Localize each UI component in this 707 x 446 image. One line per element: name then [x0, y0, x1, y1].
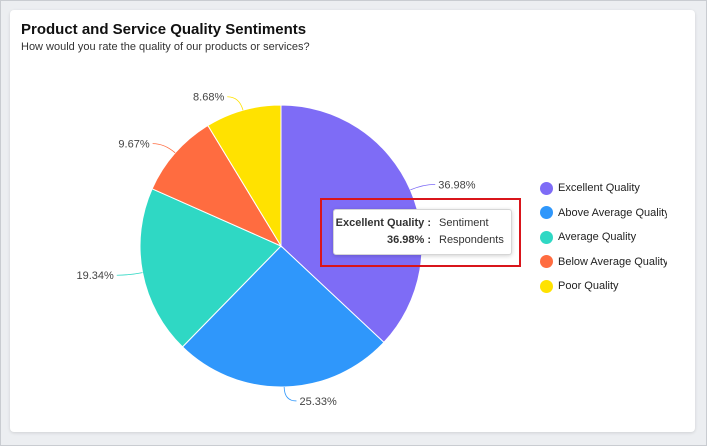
legend-item-poor-quality[interactable]: Poor Quality: [540, 274, 667, 299]
tooltip-row: 36.98% : Respondents: [334, 234, 511, 250]
legend-label: Excellent Quality: [558, 182, 640, 195]
data-label: 8.68%: [193, 92, 224, 104]
legend-marker: [540, 255, 553, 269]
legend-item-excellent-quality[interactable]: Excellent Quality: [540, 176, 667, 201]
tooltip-key: Excellent Quality :: [335, 217, 431, 229]
legend-item-below-average-quality[interactable]: Below Average Quality: [540, 250, 667, 275]
tooltip-value: Sentiment: [439, 217, 489, 229]
tooltip-row: Excellent Quality : Sentiment: [334, 217, 511, 233]
legend-item-average-quality[interactable]: Average Quality: [540, 225, 667, 250]
legend-label: Average Quality: [558, 231, 637, 244]
pie-slice[interactable]: [207, 104, 282, 248]
label-leader-line: [283, 386, 297, 402]
chart-title: Product and Service Quality Sentiments: [21, 21, 307, 38]
label-leader-line: [227, 96, 244, 111]
legend-marker: [540, 206, 553, 220]
label-leader-line: [152, 143, 176, 154]
legend-marker: [540, 279, 553, 293]
legend-marker: [540, 181, 553, 195]
chart-tooltip: Excellent Quality : Sentiment 36.98% : R…: [333, 209, 512, 255]
data-label: 25.33%: [299, 396, 337, 408]
data-label: 36.98%: [438, 179, 476, 191]
data-label: 19.34%: [76, 270, 114, 282]
highlight-annotation: [320, 198, 521, 267]
chart-subtitle: How would you rate the quality of our pr…: [21, 41, 310, 53]
legend-label: Below Average Quality: [558, 255, 667, 268]
tooltip-value: Respondents: [439, 234, 504, 246]
label-leader-line: [410, 183, 436, 191]
legend-label: Above Average Quality: [558, 206, 667, 219]
pie-slice[interactable]: [181, 245, 385, 388]
legend-item-above-average-quality[interactable]: Above Average Quality: [540, 201, 667, 226]
legend: Excellent Quality Above Average Quality …: [540, 176, 667, 299]
data-label: 9.67%: [118, 139, 149, 151]
legend-label: Poor Quality: [558, 280, 619, 293]
pie-slice[interactable]: [151, 124, 283, 248]
legend-marker: [540, 230, 553, 244]
label-leader-line: [116, 272, 143, 276]
tooltip-key: 36.98% :: [386, 234, 431, 246]
